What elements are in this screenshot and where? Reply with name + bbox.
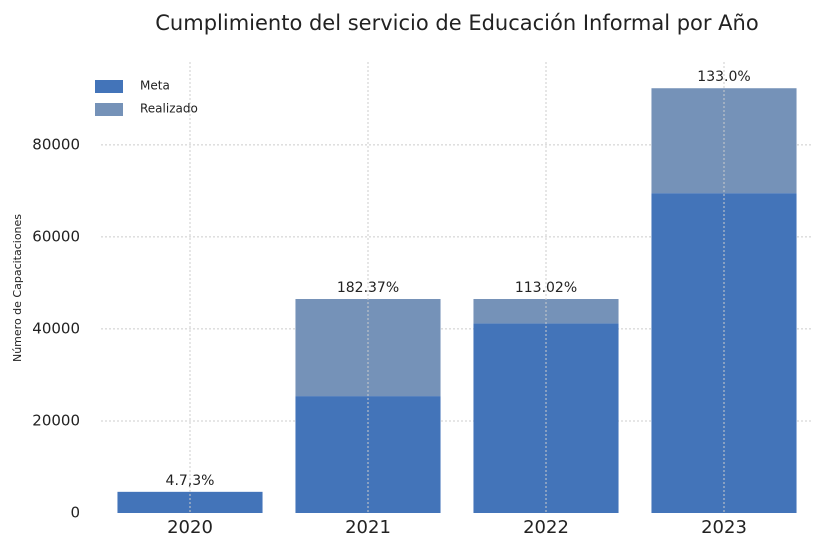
- y-tick-label: 0: [70, 504, 80, 522]
- legend-label: Realizado: [140, 102, 198, 116]
- x-tick-label: 2021: [345, 517, 391, 536]
- bar-annotation: 133.0%: [697, 69, 750, 85]
- x-tick-label: 2023: [701, 517, 747, 536]
- y-tick-label: 40000: [32, 319, 80, 337]
- bar-annotation: 113.02%: [515, 280, 577, 296]
- y-tick-label: 20000: [32, 411, 80, 429]
- x-tick-label: 2022: [523, 517, 569, 536]
- y-tick-label: 60000: [32, 227, 80, 245]
- bar-segment: [651, 193, 797, 514]
- y-tick-label: 80000: [32, 135, 80, 153]
- legend-swatch: [95, 80, 123, 93]
- chart-title: Cumplimiento del servicio de Educación I…: [155, 11, 758, 35]
- y-axis-label: Número de Capacitaciones: [11, 214, 24, 362]
- bar-annotation: 182.37%: [337, 280, 399, 296]
- x-tick-label: 2020: [167, 517, 213, 536]
- legend-swatch: [95, 103, 123, 116]
- bar-annotation: 4.7,3%: [166, 473, 215, 489]
- legend-label: Meta: [140, 79, 170, 93]
